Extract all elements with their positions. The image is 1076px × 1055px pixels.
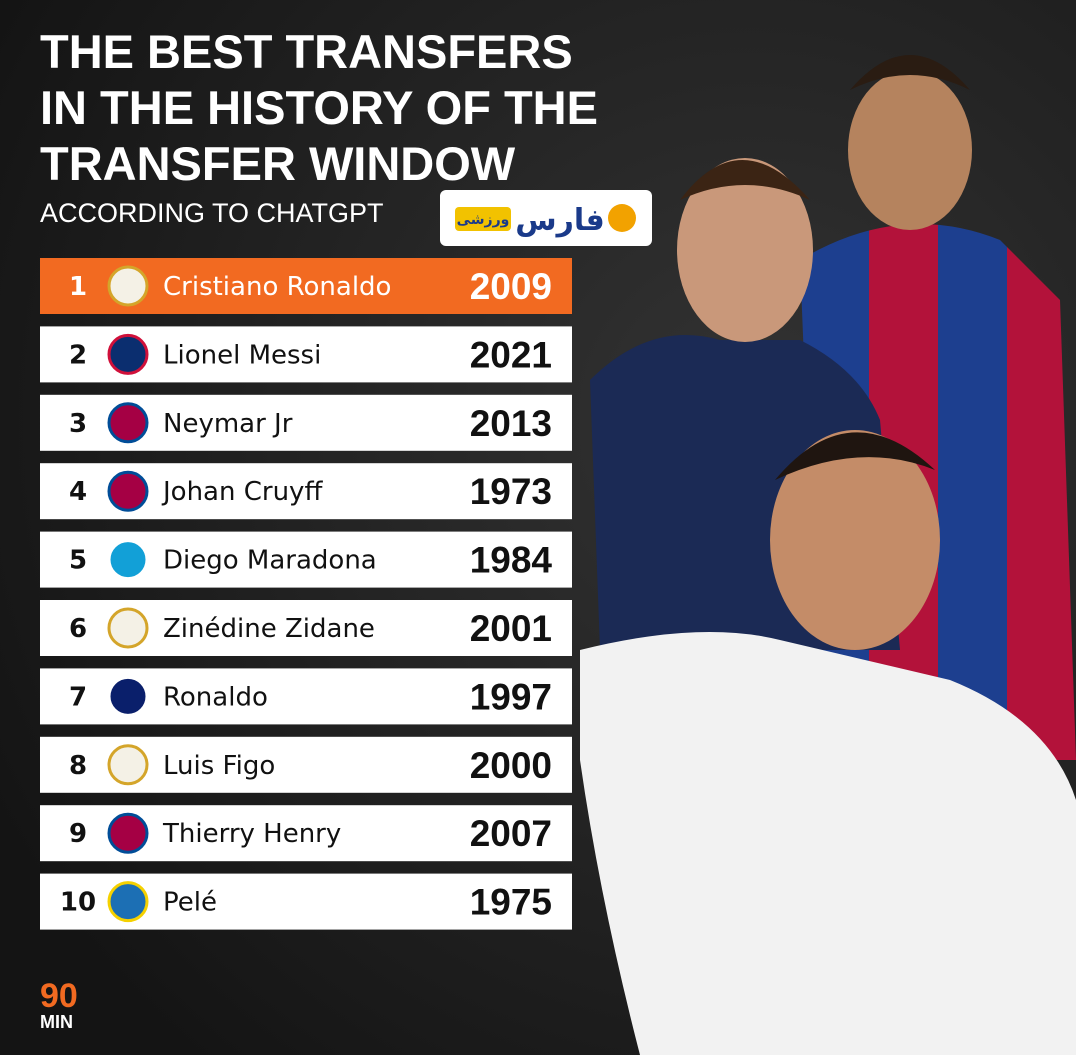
player-name: Ronaldo <box>163 682 268 712</box>
transfer-year: 2001 <box>470 608 552 649</box>
hair-ronaldo <box>775 432 935 480</box>
transfer-year: 2013 <box>470 403 552 444</box>
transfer-year: 2009 <box>470 266 552 307</box>
club-badge <box>107 881 149 923</box>
rank: 4 <box>69 477 87 507</box>
transfer-year: 1975 <box>470 882 552 923</box>
transfer-year: 2007 <box>470 813 552 854</box>
rank: 7 <box>69 682 87 712</box>
player-name: Johan Cruyff <box>161 477 323 507</box>
player-name: Zinédine Zidane <box>163 614 375 644</box>
club-badge <box>107 402 149 444</box>
source-badge: ورزشی فارس <box>440 190 652 246</box>
badge-tag <box>455 207 511 231</box>
transfer-year: 1984 <box>470 540 553 581</box>
logo-top: 90 <box>40 977 78 1015</box>
badge-brand: فارس <box>515 203 605 238</box>
player-name: Lionel Messi <box>163 340 321 370</box>
title-line: TRANSFER WINDOW <box>40 137 516 190</box>
head-neymar <box>848 70 972 230</box>
club-badge <box>107 744 149 786</box>
player-name: Neymar Jr <box>163 409 293 439</box>
rank: 1 <box>69 272 87 302</box>
subtitle: ACCORDING TO CHATGPT <box>40 198 384 228</box>
rank: 3 <box>69 409 87 439</box>
logo-bottom: MIN <box>40 1012 73 1032</box>
club-badge <box>107 539 149 581</box>
player-photos <box>580 55 1076 1055</box>
club-badge <box>107 333 149 375</box>
title-line: IN THE HISTORY OF THE <box>40 81 598 134</box>
badge-box <box>440 190 652 246</box>
transfer-year: 2021 <box>470 334 552 375</box>
player-name: Diego Maradona <box>163 546 377 576</box>
footer-logo: 90 MIN <box>40 977 78 1032</box>
rank: 6 <box>69 614 87 644</box>
player-name: Luis Figo <box>163 751 275 781</box>
transfer-year: 2000 <box>470 745 552 786</box>
club-badge <box>107 812 149 854</box>
title-line: THE BEST TRANSFERS <box>40 25 573 78</box>
hair-neymar <box>850 55 970 90</box>
badge-icon <box>608 204 636 232</box>
shirt-ronaldo <box>580 632 1076 1055</box>
head-ronaldo <box>770 430 940 650</box>
hair-messi <box>680 160 810 200</box>
player-name: Cristiano Ronaldo <box>163 272 391 302</box>
rank: 10 <box>60 888 96 918</box>
rank: 5 <box>69 546 87 576</box>
club-badge <box>107 470 149 512</box>
transfer-year: 1997 <box>470 676 552 717</box>
rank: 2 <box>69 340 87 370</box>
transfer-year: 1973 <box>470 471 552 512</box>
head-messi <box>677 158 813 342</box>
club-badge <box>107 675 149 717</box>
badge-section: ورزشی <box>457 212 510 228</box>
club-badge <box>107 265 149 307</box>
ranking-table: 1 Cristiano Ronaldo 2009 2 Lionel Messi 2021 3… <box>40 258 572 930</box>
player-name: Pelé <box>163 888 217 918</box>
rank: 8 <box>69 751 87 781</box>
player-name: Thierry Henry <box>162 819 341 849</box>
club-badge <box>107 607 149 649</box>
rank: 9 <box>69 819 87 849</box>
